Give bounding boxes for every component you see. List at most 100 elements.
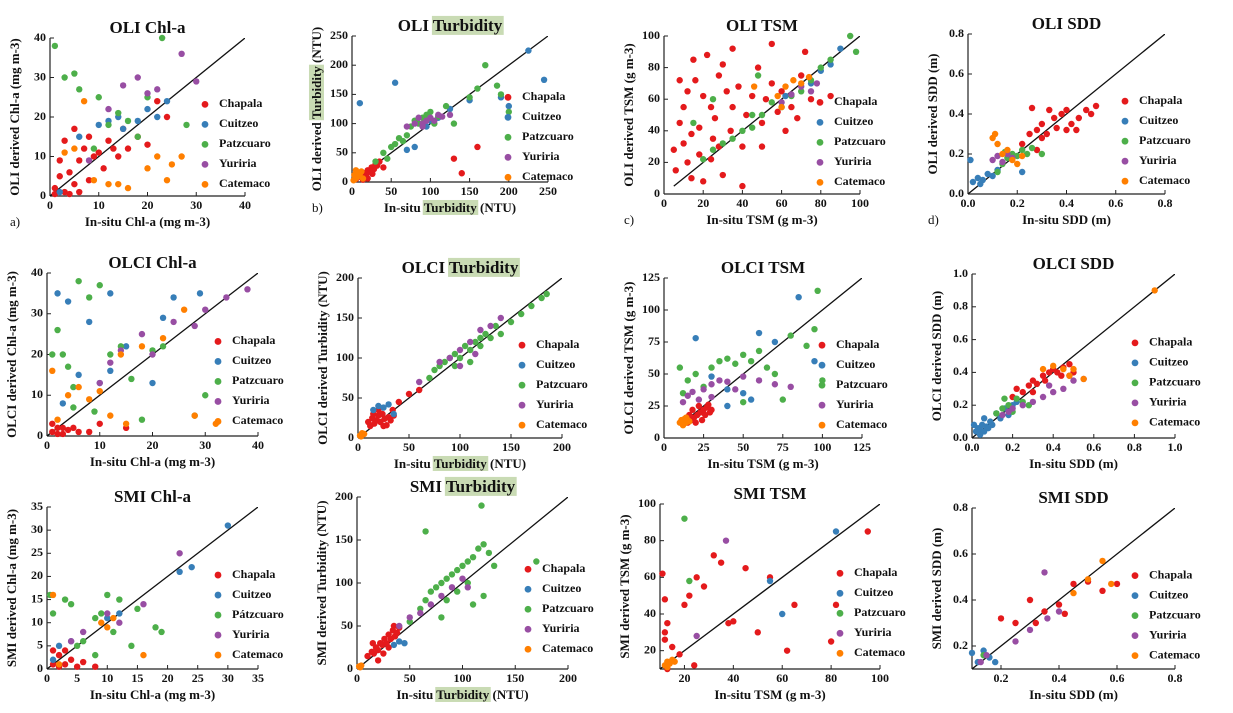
data-point (740, 373, 747, 380)
data-point (827, 92, 834, 100)
y-tick-label: 200 (335, 489, 353, 503)
y-tick-label: 25 (648, 398, 660, 412)
data-point (49, 661, 57, 668)
data-point (497, 314, 504, 322)
data-point (791, 601, 798, 609)
x-tick-label: 0.2 (1010, 196, 1025, 210)
series-catemaco (676, 414, 693, 429)
data-point (735, 83, 742, 90)
data-point (49, 610, 57, 617)
data-point (144, 141, 151, 148)
legend-label: Patzcuaro (522, 129, 574, 143)
panel-oli-tsm: 0 20 40 60 80 100 0 20 40 60 80 100 Chapala Cuitzeo Pa… (621, 16, 886, 227)
data-point (61, 188, 68, 196)
data-point (431, 117, 438, 124)
data-point (54, 326, 61, 334)
data-point (372, 158, 379, 165)
data-point (110, 145, 117, 152)
data-point (679, 422, 687, 429)
data-point (467, 346, 474, 354)
data-point (1087, 110, 1095, 118)
data-point (672, 167, 679, 174)
data-point (477, 342, 484, 350)
panel-title: OLCI SDD (1033, 254, 1115, 273)
data-point (456, 354, 464, 362)
data-point (700, 178, 707, 185)
data-point (96, 420, 103, 427)
data-point (401, 640, 408, 647)
series-catemaco (989, 130, 1026, 168)
data-point (807, 88, 815, 95)
legend-label: Cuitzeo (834, 114, 873, 128)
data-point (758, 119, 766, 127)
data-point (107, 290, 114, 297)
data-point (691, 662, 698, 669)
legend-label: Patzcuaro (542, 601, 594, 615)
series-catemaco (661, 656, 678, 671)
data-point (191, 412, 198, 419)
legend-marker-catemaco (1131, 419, 1139, 427)
data-point (518, 310, 525, 318)
legend: Chapala Cuitzeo Patzcuaro Yuriria Catemaco (518, 337, 588, 431)
data-point (475, 545, 482, 552)
data-point (364, 175, 371, 182)
series-patzcuaro (406, 502, 540, 625)
legend-label: Chapala (834, 94, 877, 108)
x-tick-label: 100 (421, 184, 439, 198)
y-tick-label: 0.8 (953, 500, 968, 514)
data-point (1029, 388, 1037, 396)
legend-label: Yuriria (836, 397, 874, 411)
data-point (779, 396, 786, 403)
data-point (183, 121, 190, 129)
data-point (725, 619, 732, 627)
legend: Chapala Cuitzeo Patzcuaro Yuriria Catemaco (214, 333, 284, 427)
data-point (707, 103, 715, 111)
legend-label: Cuitzeo (232, 353, 271, 367)
data-point (369, 640, 377, 647)
data-point (807, 96, 815, 103)
panel-olci-sdd: 0.0 0.2 0.4 0.6 0.8 1.0 0.0 0.2 0.4 0.6 0.8 1.0 Chap… (929, 254, 1201, 471)
data-point (729, 45, 736, 52)
data-point (976, 431, 984, 438)
data-point (1033, 146, 1041, 154)
data-point (54, 416, 61, 423)
data-point (80, 98, 88, 105)
data-point (56, 188, 63, 196)
series-chapala (1018, 102, 1100, 154)
legend-label: Catemaco (522, 169, 573, 183)
data-point (390, 622, 398, 630)
data-point (134, 133, 141, 140)
legend: Chapala Cuitzeo Patzcuaro Yuriria Catemaco (504, 89, 574, 183)
data-point (774, 108, 781, 116)
data-point (768, 99, 775, 106)
legend-marker-yuriria (504, 153, 512, 161)
data-point (754, 64, 762, 71)
panel-olci-chla: 0 10 20 30 40 0 10 20 30 40 Chapala Cuitzeo Patzcuar… (4, 253, 284, 469)
data-point (684, 159, 691, 166)
legend-marker-patzcuaro (518, 381, 526, 389)
data-point (438, 113, 446, 120)
y-tick-label: 100 (642, 302, 660, 316)
data-point (1044, 615, 1051, 622)
legend-marker-cuitzeo (504, 113, 512, 121)
legend-label: Patzcuaro (1139, 133, 1191, 147)
data-point (176, 568, 183, 575)
data-point (168, 161, 176, 168)
data-point (66, 169, 73, 176)
legend-label: Yuriria (1149, 627, 1187, 641)
highlight-box (435, 686, 491, 702)
data-point (104, 614, 111, 622)
y-axis-label-text: OLI derived Turbidity (NTU) (309, 27, 324, 191)
data-point (56, 173, 63, 180)
legend-marker-yuriria (816, 158, 824, 166)
data-point (708, 381, 715, 388)
data-point (747, 358, 755, 365)
data-point (717, 559, 725, 566)
data-point (71, 70, 78, 77)
data-point (983, 652, 990, 659)
data-point (79, 638, 87, 645)
y-label-part: (NTU) (309, 27, 324, 66)
data-point (49, 591, 57, 599)
series-yuriria (96, 286, 251, 387)
data-point (110, 614, 117, 622)
